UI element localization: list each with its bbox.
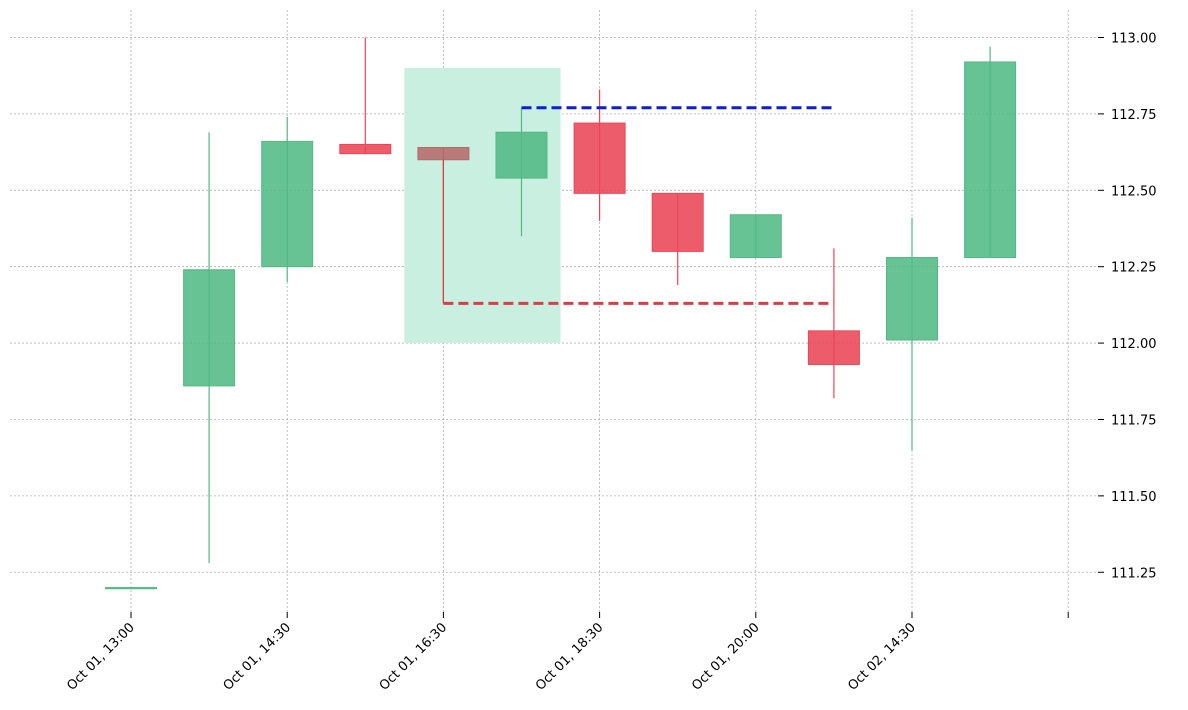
level-line-layer (442, 106, 834, 305)
candle-layer (105, 37, 1017, 590)
x-tick-label: Oct 01, 13:00 (64, 620, 137, 693)
x-tick-label: Oct 01, 20:00 (689, 620, 762, 693)
x-tick-label: Oct 02, 14:30 (845, 620, 918, 693)
candle-body (651, 192, 704, 252)
candle-body (261, 140, 314, 268)
x-tick-label: Oct 01, 16:30 (377, 620, 450, 693)
y-tick-label: 113.00 (1111, 32, 1157, 47)
y-tick-label: 112.25 (1111, 261, 1157, 276)
candle-body (183, 269, 236, 387)
candle-body (573, 122, 626, 194)
highlight-zone-layer (404, 68, 561, 344)
candle-body (339, 143, 392, 155)
y-tick-label: 112.75 (1111, 108, 1157, 123)
y-tick-label: 112.50 (1111, 184, 1157, 199)
candle-body (729, 214, 782, 259)
y-tick-label: 111.75 (1111, 413, 1157, 428)
candle-body (417, 147, 470, 161)
highlight-zone (404, 68, 561, 344)
y-tick-label: 111.50 (1111, 490, 1157, 505)
candle-body (105, 587, 157, 590)
candle-body (964, 61, 1017, 259)
candle-body (886, 257, 938, 341)
x-tick-label: Oct 01, 14:30 (221, 620, 294, 693)
y-tick-label: 112.00 (1111, 337, 1157, 352)
candle-body (807, 330, 860, 365)
candle-body (495, 131, 548, 179)
y-tick-label: 111.25 (1111, 566, 1157, 581)
x-tick-label: Oct 01, 18:30 (533, 620, 606, 693)
